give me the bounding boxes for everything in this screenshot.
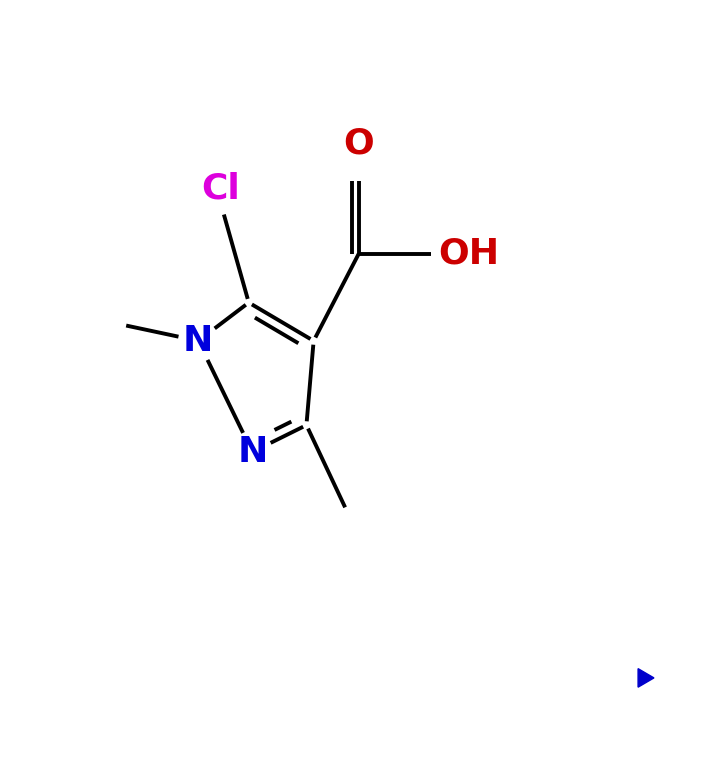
Text: OH: OH [438, 237, 499, 270]
Polygon shape [638, 669, 654, 687]
Text: Cl: Cl [201, 172, 239, 205]
Text: O: O [343, 126, 374, 160]
Text: N: N [183, 324, 213, 358]
Text: N: N [237, 435, 267, 469]
